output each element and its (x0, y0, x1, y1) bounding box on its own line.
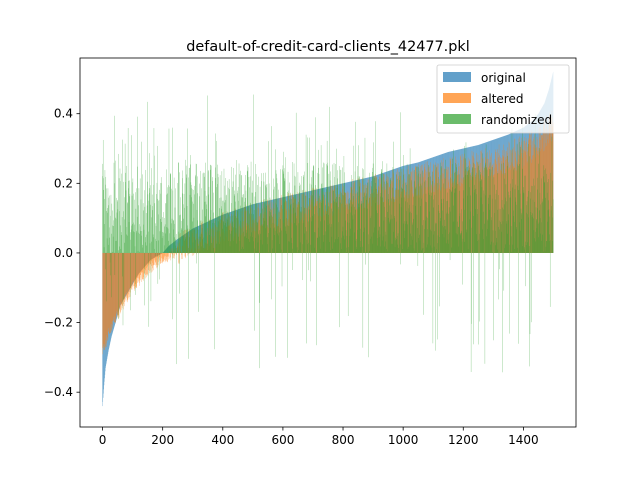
legend: original altered randomized (437, 65, 569, 133)
legend-label-original: original (481, 71, 526, 85)
legend-swatch-altered (443, 93, 471, 103)
legend-swatch-original (443, 72, 471, 82)
x-tick-label: 1200 (448, 433, 479, 447)
x-tick-label: 600 (271, 433, 294, 447)
x-tick-label: 800 (332, 433, 355, 447)
y-tick-label: −0.4 (44, 385, 73, 399)
x-tick-label: 1000 (388, 433, 419, 447)
legend-label-randomized: randomized (481, 113, 552, 127)
x-tick-label: 200 (151, 433, 174, 447)
y-tick-label: −0.2 (44, 316, 73, 330)
y-tick-label: 0.4 (54, 107, 73, 121)
x-tick-label: 0 (99, 433, 107, 447)
legend-swatch-randomized (443, 114, 471, 124)
chart-title: default-of-credit-card-clients_42477.pkl (186, 39, 469, 55)
y-tick-label: 0.2 (54, 176, 73, 190)
x-tick-label: 400 (211, 433, 234, 447)
legend-label-altered: altered (481, 92, 523, 106)
y-tick-label: 0.0 (54, 246, 73, 260)
x-tick-label: 1400 (508, 433, 539, 447)
